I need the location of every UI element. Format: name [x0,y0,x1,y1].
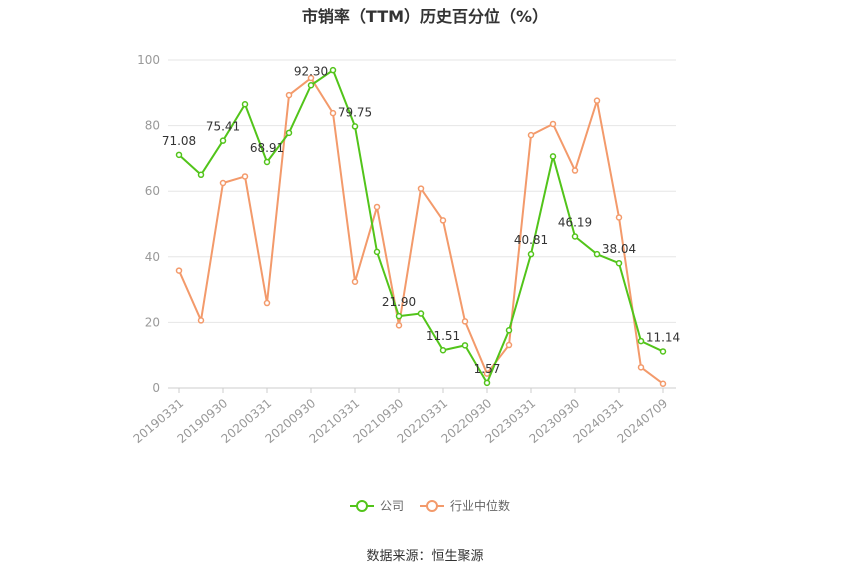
data-point-1 [615,214,623,221]
data-label: 68.91 [250,141,284,155]
data-point-1 [527,131,535,139]
data-point-0 [219,137,227,144]
data-point-0 [439,346,447,354]
data-point-0 [483,379,491,387]
data-point-1 [329,109,337,117]
data-point-1 [483,370,491,377]
data-point-0 [593,250,601,258]
data-point-0 [351,123,359,130]
data-point-0 [197,171,205,179]
data-point-1 [395,322,403,329]
data-label: 11.14 [646,330,680,344]
legend-label: 公司 [380,499,404,513]
data-point-0 [571,233,579,240]
y-tick-label: 0 [152,381,160,395]
x-axis: 2019033120190930202003312020093020210331… [131,387,676,446]
source-note: 数据来源：恒生聚源 [366,549,483,564]
data-point-1 [373,203,381,211]
chart-title: 市销率（TTM）历史百分位（%） [302,7,548,26]
data-label: 38.04 [602,242,636,256]
data-label: 1.57 [474,362,501,376]
data-label: 79.75 [338,105,372,119]
data-point-0 [659,348,667,355]
legend-swatch-marker [426,500,438,512]
data-point-1 [285,91,293,99]
data-label: 40.81 [514,233,548,247]
data-point-1 [263,299,271,307]
series-layer [175,66,667,387]
data-point-1 [351,278,359,285]
legend-swatch-marker [356,500,368,512]
data-point-0 [505,327,513,334]
data-label: 92.30 [294,64,328,78]
data-point-1 [175,267,183,274]
data-point-0 [461,342,469,349]
data-label: 46.19 [558,215,592,229]
data-label: 71.08 [162,134,196,148]
data-point-1 [659,380,667,387]
data-point-0 [417,310,425,317]
data-point-0 [329,66,337,74]
y-tick-label: 60 [145,184,160,198]
data-point-1 [241,173,249,180]
legend-item-0[interactable]: 公司 [350,499,404,513]
data-point-1 [417,185,425,192]
data-point-1 [307,74,315,82]
data-point-1 [505,341,513,349]
data-point-0 [285,129,293,137]
data-point-0 [307,82,315,89]
data-labels: 71.08 75.41 68.91 92.30 79.75 21.90 11.51 1.57 4… [162,64,680,376]
data-point-1 [637,364,645,371]
data-point-1 [571,167,579,174]
data-point-0 [263,158,271,166]
y-axis: 0 20 40 60 80 100 [137,53,160,395]
data-point-1 [549,120,557,128]
legend-label: 行业中位数 [450,498,510,513]
data-point-1 [439,217,447,224]
data-point-1 [197,317,205,324]
data-point-0 [241,101,249,108]
data-point-1 [593,97,601,104]
y-tick-label: 100 [137,53,160,67]
y-tick-label: 80 [145,119,160,133]
y-tick-label: 20 [145,315,160,329]
data-label: 11.51 [426,329,460,343]
data-point-0 [395,312,403,320]
data-point-0 [637,337,645,345]
data-label: 75.41 [206,120,240,134]
data-point-0 [549,153,557,160]
data-point-0 [175,151,183,159]
y-tick-label: 40 [145,250,160,264]
data-point-0 [527,250,535,258]
data-label: 21.90 [382,295,416,309]
data-point-0 [373,248,381,256]
data-point-1 [461,318,469,325]
data-point-1 [219,179,227,187]
data-point-0 [615,259,623,267]
legend-item-1[interactable]: 行业中位数 [420,498,510,513]
legend[interactable]: 公司 行业中位数 [350,498,510,513]
